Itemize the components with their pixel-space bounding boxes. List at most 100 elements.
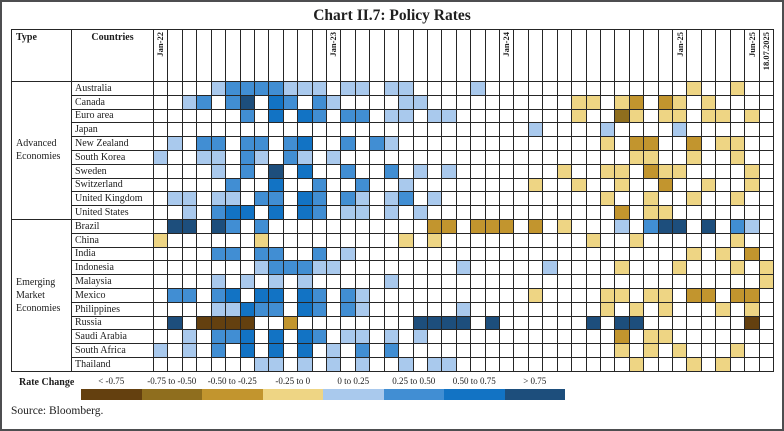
heatmap-cell [197, 316, 212, 331]
heatmap-cell [240, 123, 255, 138]
heatmap-cell [730, 247, 746, 262]
month-column-header [629, 30, 645, 82]
heatmap-cell [759, 288, 774, 303]
heatmap-cell [283, 82, 299, 96]
heatmap-cell [687, 247, 702, 262]
heatmap-cell [745, 164, 760, 179]
month-column-header [341, 30, 356, 82]
heatmap-cell [716, 95, 731, 110]
heatmap-cell [644, 109, 659, 124]
heatmap-cell [413, 247, 428, 262]
heatmap-cell [701, 275, 717, 289]
heatmap-cell [312, 109, 328, 124]
heatmap-cell [701, 123, 717, 138]
heatmap-cell [701, 109, 717, 124]
heatmap-cell [442, 219, 457, 234]
heatmap-cell [312, 95, 328, 110]
country-label: Switzerland [72, 178, 154, 193]
heatmap-cell [572, 82, 587, 96]
heatmap-cell [745, 330, 760, 345]
heatmap-cell [673, 206, 688, 220]
heatmap-cell [572, 164, 587, 179]
heatmap-cell [471, 344, 486, 358]
heatmap-cell [182, 330, 198, 345]
heatmap-cell [427, 275, 443, 289]
heatmap-cell [658, 302, 674, 317]
heatmap-cell [629, 192, 645, 207]
heatmap-cell [485, 302, 501, 317]
heatmap-cell [514, 82, 529, 96]
heatmap-cell [644, 192, 659, 207]
heatmap-cell [658, 137, 674, 151]
heatmap-cell [514, 219, 529, 234]
heatmap-cell [528, 233, 544, 248]
heatmap-cell [615, 330, 630, 345]
heatmap-cell [456, 219, 472, 234]
heatmap-cell [384, 357, 400, 372]
heatmap-cell [226, 178, 241, 193]
heatmap-cell [471, 137, 486, 151]
heatmap-cell [543, 206, 558, 220]
heatmap-cell [673, 275, 688, 289]
heatmap-cell [327, 150, 342, 165]
heatmap-cell [254, 192, 270, 207]
heatmap-cell [759, 192, 774, 207]
heatmap-cell [485, 95, 501, 110]
heatmap-cell [154, 261, 169, 276]
heatmap-cell [745, 288, 760, 303]
heatmap-cell [355, 247, 371, 262]
heatmap-cell [471, 82, 486, 96]
month-column-header [557, 30, 573, 82]
heatmap-cell [701, 233, 717, 248]
heatmap-cell [298, 357, 313, 372]
month-column-header [730, 30, 746, 82]
heatmap-cell [514, 357, 529, 372]
heatmap-cell [413, 150, 428, 165]
month-column-header [543, 30, 558, 82]
heatmap-cell [427, 150, 443, 165]
heatmap-cell [730, 178, 746, 193]
heatmap-cell [283, 150, 299, 165]
heatmap-cell [500, 137, 515, 151]
heatmap-cell [154, 302, 169, 317]
heatmap-cell [687, 178, 702, 193]
heatmap-cell [298, 219, 313, 234]
heatmap-cell [600, 206, 616, 220]
heatmap-cell [759, 302, 774, 317]
heatmap-cell [182, 247, 198, 262]
heatmap-cell [514, 150, 529, 165]
heatmap-cell [730, 123, 746, 138]
heatmap-cell [399, 302, 414, 317]
heatmap-cell [673, 219, 688, 234]
heatmap-cell [240, 95, 255, 110]
heatmap-cell [197, 302, 212, 317]
heatmap-cell [154, 82, 169, 96]
heatmap-cell [485, 192, 501, 207]
heatmap-cell [658, 288, 674, 303]
heatmap-cell [528, 261, 544, 276]
heatmap-cell [471, 95, 486, 110]
heatmap-cell [759, 330, 774, 345]
heatmap-cell [442, 316, 457, 331]
heatmap-cell [442, 261, 457, 276]
heatmap-cell [312, 178, 328, 193]
heatmap-cell [442, 137, 457, 151]
heatmap-cell [600, 178, 616, 193]
heatmap-cell [283, 206, 299, 220]
heatmap-cell [154, 288, 169, 303]
heatmap-cell [687, 109, 702, 124]
heatmap-cell [384, 330, 400, 345]
heatmap-cell [586, 261, 601, 276]
heatmap-cell [701, 357, 717, 372]
heatmap-cell [600, 316, 616, 331]
heatmap-cell [572, 219, 587, 234]
heatmap-cell [327, 233, 342, 248]
heatmap-cell [701, 288, 717, 303]
heatmap-cell [283, 233, 299, 248]
heatmap-cell [413, 261, 428, 276]
heatmap-cell [557, 137, 573, 151]
heatmap-cell [399, 109, 414, 124]
heatmap-cell [644, 150, 659, 165]
heatmap-cell [485, 219, 501, 234]
heatmap-cell [442, 150, 457, 165]
